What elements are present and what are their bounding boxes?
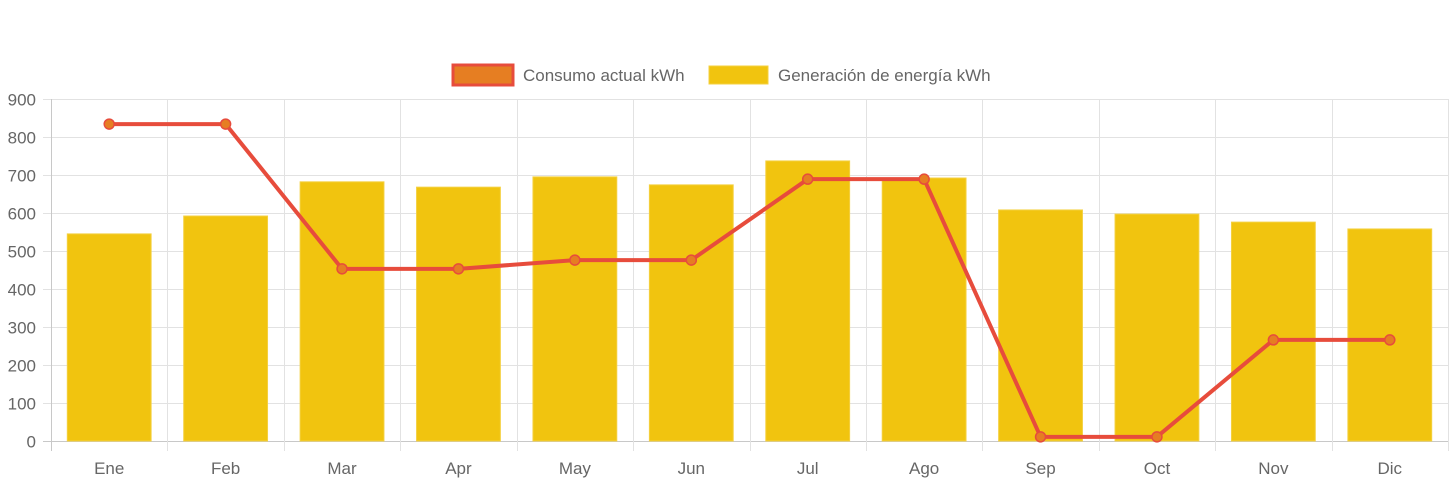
bar-may[interactable] xyxy=(532,176,618,442)
bar-ago[interactable] xyxy=(881,177,967,442)
point-apr[interactable] xyxy=(452,263,465,275)
legend-label-consumo: Consumo actual kWh xyxy=(523,66,685,85)
line-series xyxy=(103,118,1396,443)
x-tick-label: Dic xyxy=(1378,459,1403,478)
y-tick-label: 700 xyxy=(8,167,36,186)
x-tick-label: Ago xyxy=(909,459,939,478)
point-dic[interactable] xyxy=(1384,334,1396,346)
point-jun[interactable] xyxy=(685,254,698,266)
y-tick-label: 800 xyxy=(8,129,36,148)
x-tick-label: Ene xyxy=(94,459,124,478)
point-ene[interactable] xyxy=(103,118,115,130)
bar-apr[interactable] xyxy=(416,186,501,442)
legend: Consumo actual kWh Generación de energía… xyxy=(451,63,991,87)
y-tick-label: 0 xyxy=(27,433,36,452)
bar-nov[interactable] xyxy=(1230,221,1316,442)
point-sep[interactable] xyxy=(1034,431,1047,443)
x-tick-label: Nov xyxy=(1258,459,1289,478)
gridlines xyxy=(43,99,1449,451)
legend-swatch-generacion xyxy=(708,65,769,85)
bar-ene[interactable] xyxy=(66,233,152,442)
x-axis: Ene Feb Mar Apr May Jun Jul Ago Sep Oct Nov Dic xyxy=(94,459,1402,478)
y-tick-label: 100 xyxy=(8,395,36,414)
x-tick-label: May xyxy=(559,459,592,478)
x-tick-label: Jul xyxy=(797,459,819,478)
bar-mar[interactable] xyxy=(299,181,385,442)
bar-series xyxy=(66,160,1433,442)
y-tick-label: 900 xyxy=(8,91,36,110)
legend-item-consumo[interactable]: Consumo actual kWh xyxy=(451,63,685,87)
legend-swatch-consumo xyxy=(451,63,515,87)
y-tick-label: 300 xyxy=(8,319,36,338)
point-feb[interactable] xyxy=(219,118,232,130)
x-tick-label: Mar xyxy=(327,459,357,478)
point-may[interactable] xyxy=(569,254,581,266)
bar-feb[interactable] xyxy=(183,215,269,442)
legend-item-generacion[interactable]: Generación de energía kWh xyxy=(708,65,991,85)
legend-label-generacion: Generación de energía kWh xyxy=(778,66,991,85)
y-tick-label: 600 xyxy=(8,205,36,224)
bar-jul[interactable] xyxy=(765,160,851,442)
point-jul[interactable] xyxy=(801,173,814,185)
y-tick-label: 400 xyxy=(8,281,36,300)
x-tick-label: Sep xyxy=(1025,459,1055,478)
x-tick-label: Oct xyxy=(1144,459,1171,478)
y-tick-label: 500 xyxy=(8,243,36,262)
point-nov[interactable] xyxy=(1267,334,1280,346)
point-ago[interactable] xyxy=(918,173,930,185)
y-tick-label: 200 xyxy=(8,357,36,376)
y-axis: 0 100 200 300 400 500 600 700 800 900 xyxy=(8,91,36,452)
consumo-line xyxy=(109,122,1390,439)
x-tick-label: Apr xyxy=(445,459,472,478)
bar-oct[interactable] xyxy=(1114,213,1200,442)
bar-jun[interactable] xyxy=(648,184,734,442)
x-tick-label: Feb xyxy=(211,459,240,478)
bar-sep[interactable] xyxy=(998,209,1083,442)
x-tick-label: Jun xyxy=(678,459,705,478)
point-mar[interactable] xyxy=(336,263,348,275)
point-oct[interactable] xyxy=(1151,431,1163,443)
